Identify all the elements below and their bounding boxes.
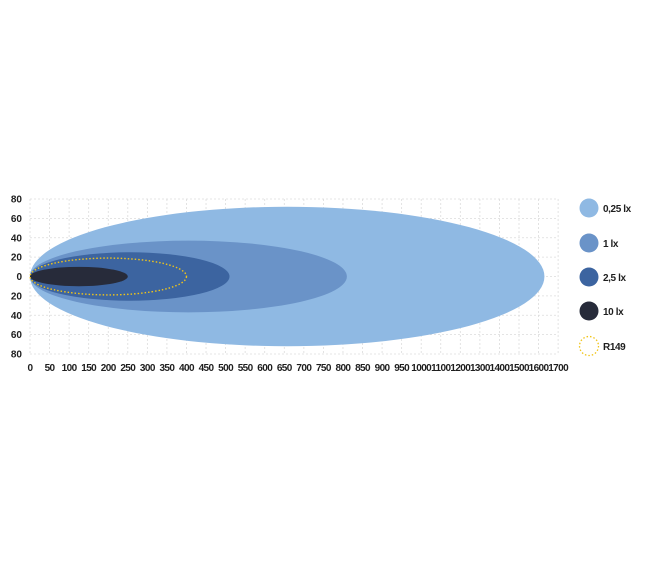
x-tick-label: 900 — [375, 363, 391, 374]
x-tick-label: 1200 — [450, 363, 471, 374]
beam-areas — [29, 206, 545, 347]
y-tick-label: 40 — [11, 311, 23, 322]
legend-swatch — [579, 233, 599, 253]
x-tick-label: 650 — [277, 363, 293, 374]
x-tick-label: 1000 — [411, 363, 432, 374]
x-tick-label: 800 — [336, 363, 352, 374]
x-tick-label: 200 — [101, 363, 117, 374]
y-tick-label: 80 — [11, 350, 23, 361]
x-tick-label: 0 — [28, 363, 34, 374]
legend-label: 10 lx — [603, 307, 624, 318]
legend-swatch-dotted — [578, 335, 600, 357]
legend: 0,25 lx 1 lx 2,5 lx 10 lx R149 — [578, 198, 632, 357]
x-tick-label: 850 — [355, 363, 371, 374]
y-tick-label: 80 — [11, 195, 23, 206]
x-tick-label: 300 — [140, 363, 156, 374]
x-tick-label: 1600 — [529, 363, 550, 374]
x-tick-label: 1400 — [490, 363, 511, 374]
x-tick-label: 550 — [238, 363, 254, 374]
x-tick-label: 750 — [316, 363, 332, 374]
x-tick-label: 100 — [62, 363, 78, 374]
legend-label: 2,5 lx — [603, 273, 626, 284]
legend-swatch — [579, 301, 599, 321]
x-tick-label: 450 — [199, 363, 215, 374]
legend-swatch — [579, 267, 599, 287]
x-tick-label: 400 — [179, 363, 195, 374]
x-tick-label: 250 — [120, 363, 136, 374]
x-tick-label: 350 — [159, 363, 175, 374]
beam-area — [30, 252, 230, 301]
x-tick-label: 1100 — [431, 363, 451, 374]
y-axis: 80 60 40 20 0 20 40 60 80 — [11, 195, 23, 361]
x-tick-label: 50 — [45, 363, 56, 374]
y-tick-label: 60 — [11, 330, 23, 341]
x-tick-label: 150 — [81, 363, 97, 374]
legend-label: 0,25 lx — [603, 204, 632, 215]
x-tick-label: 950 — [394, 363, 410, 374]
x-tick-label: 700 — [296, 363, 312, 374]
beam-outline-r149 — [29, 257, 188, 296]
y-tick-label: 40 — [11, 233, 23, 244]
legend-swatch — [579, 198, 599, 218]
y-tick-label: 20 — [11, 253, 23, 264]
x-tick-label: 1500 — [509, 363, 530, 374]
legend-label: R149 — [603, 342, 626, 353]
legend-label: 1 lx — [603, 239, 619, 250]
x-tick-label: 600 — [257, 363, 273, 374]
x-axis: 0 50 100 150 200 250 300 350 400 450 500 550 600 650 7… — [28, 363, 570, 374]
y-tick-label: 20 — [11, 291, 23, 302]
x-tick-label: 1300 — [470, 363, 491, 374]
x-tick-label: 500 — [218, 363, 234, 374]
beam-area — [30, 266, 128, 287]
x-tick-label: 1700 — [548, 363, 569, 374]
y-tick-label: 0 — [16, 272, 22, 283]
y-tick-label: 60 — [11, 214, 23, 225]
